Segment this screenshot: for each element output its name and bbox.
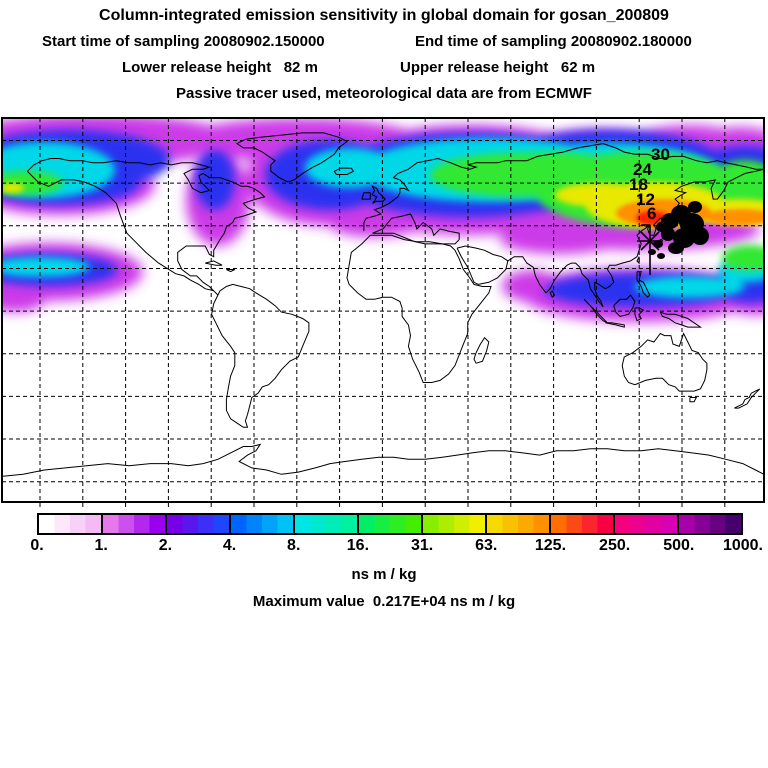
colorbar-tick-label: 16. <box>346 537 370 554</box>
coastline <box>621 332 708 392</box>
sensitivity-field <box>3 119 763 322</box>
graticule <box>2 118 764 507</box>
plume-position-marker <box>668 242 684 254</box>
colorbar-segment <box>39 515 101 533</box>
end-time-label: End time of sampling 20080902.180000 <box>415 33 692 50</box>
coastline <box>363 143 763 232</box>
colorbar-segment <box>165 515 229 533</box>
colorbar-tick-label: 31. <box>410 537 434 554</box>
colorbar-tick-label: 125. <box>534 537 567 554</box>
colorbar-segment <box>485 515 549 533</box>
upper-release-height-label: Upper release height 62 m <box>400 59 596 76</box>
colorbar-segment <box>357 515 421 533</box>
coastline <box>346 234 492 383</box>
maximum-value-label: Maximum value 0.217E+04 ns m / kg <box>252 593 516 610</box>
coastlines <box>3 132 763 477</box>
coastline <box>507 168 763 308</box>
colorbar-tick-label: 4. <box>222 537 237 554</box>
plume-position-marker <box>648 249 656 255</box>
source-asterisk-marker <box>640 231 660 251</box>
coastline <box>27 170 219 296</box>
plume-position-marker <box>657 253 665 259</box>
trajectory-hour-label: 30 <box>651 145 670 164</box>
colorbar <box>37 513 743 535</box>
coastline <box>689 397 698 403</box>
plume-position-marker <box>653 240 663 248</box>
coastline <box>361 192 371 200</box>
coastline <box>613 294 636 317</box>
trajectory-hour-label: 24 <box>633 160 652 179</box>
coastline <box>605 322 625 328</box>
colorbar-segment <box>293 515 357 533</box>
coastline <box>371 185 386 204</box>
trajectory-hour-label: 12 <box>636 190 655 209</box>
trajectory-markers <box>637 201 709 275</box>
plume-blob <box>330 213 420 237</box>
colorbar-tick-label: 500. <box>663 537 695 554</box>
colorbar-segment <box>421 515 485 533</box>
page-title: Column-integrated emission sensitivity i… <box>99 7 669 24</box>
plume-blob <box>3 183 24 193</box>
colorbar-tick-label: 2. <box>158 537 173 554</box>
colorbar-tick-label: 63. <box>475 537 498 554</box>
colorbar-segment <box>677 515 741 533</box>
coastline <box>236 132 348 183</box>
colorbar-tick-label: 0. <box>30 537 44 554</box>
lower-release-height-label: Lower release height 82 m <box>122 59 318 76</box>
coastline <box>211 283 310 428</box>
colorbar-segment <box>101 515 165 533</box>
plume-blob <box>195 150 235 210</box>
coastline <box>734 388 761 409</box>
coastline <box>333 167 355 175</box>
coastline <box>473 336 490 364</box>
coastline <box>456 245 509 285</box>
plume-blob <box>3 288 45 312</box>
colorbar-segment <box>613 515 677 533</box>
trajectory-hour-label: 18 <box>629 175 648 194</box>
plume-position-marker <box>656 222 666 232</box>
plume-blob <box>636 211 668 225</box>
tracer-note-label: Passive tracer used, meteorological data… <box>176 85 592 102</box>
plume-blob <box>3 257 90 277</box>
plume-position-marker <box>688 201 702 213</box>
colorbar-tick-label: 8. <box>287 537 301 554</box>
colorbar-tick-label: 1. <box>94 537 108 554</box>
plume-layer-6 <box>636 211 668 225</box>
trajectory-hour-label: 6 <box>647 204 656 223</box>
coastline <box>659 311 703 328</box>
plume-blob <box>722 245 763 271</box>
coastline <box>634 307 645 322</box>
coastline <box>3 443 763 477</box>
map-frame <box>1 117 765 503</box>
start-time-label: Start time of sampling 20080902.150000 <box>42 33 325 50</box>
coastline <box>226 269 236 273</box>
plume-blob <box>705 209 763 225</box>
colorbar-segment <box>549 515 613 533</box>
coastline <box>27 158 266 292</box>
plume-position-marker <box>691 227 709 245</box>
plume-blob <box>635 276 745 298</box>
colorbar-units: ns m / kg <box>351 566 417 583</box>
coastline <box>636 271 651 298</box>
colorbar-tick-label: 250. <box>599 537 631 554</box>
colorbar-tick-label: 1000. <box>722 537 763 554</box>
colorbar-segment <box>229 515 293 533</box>
plume-blob <box>500 226 620 254</box>
